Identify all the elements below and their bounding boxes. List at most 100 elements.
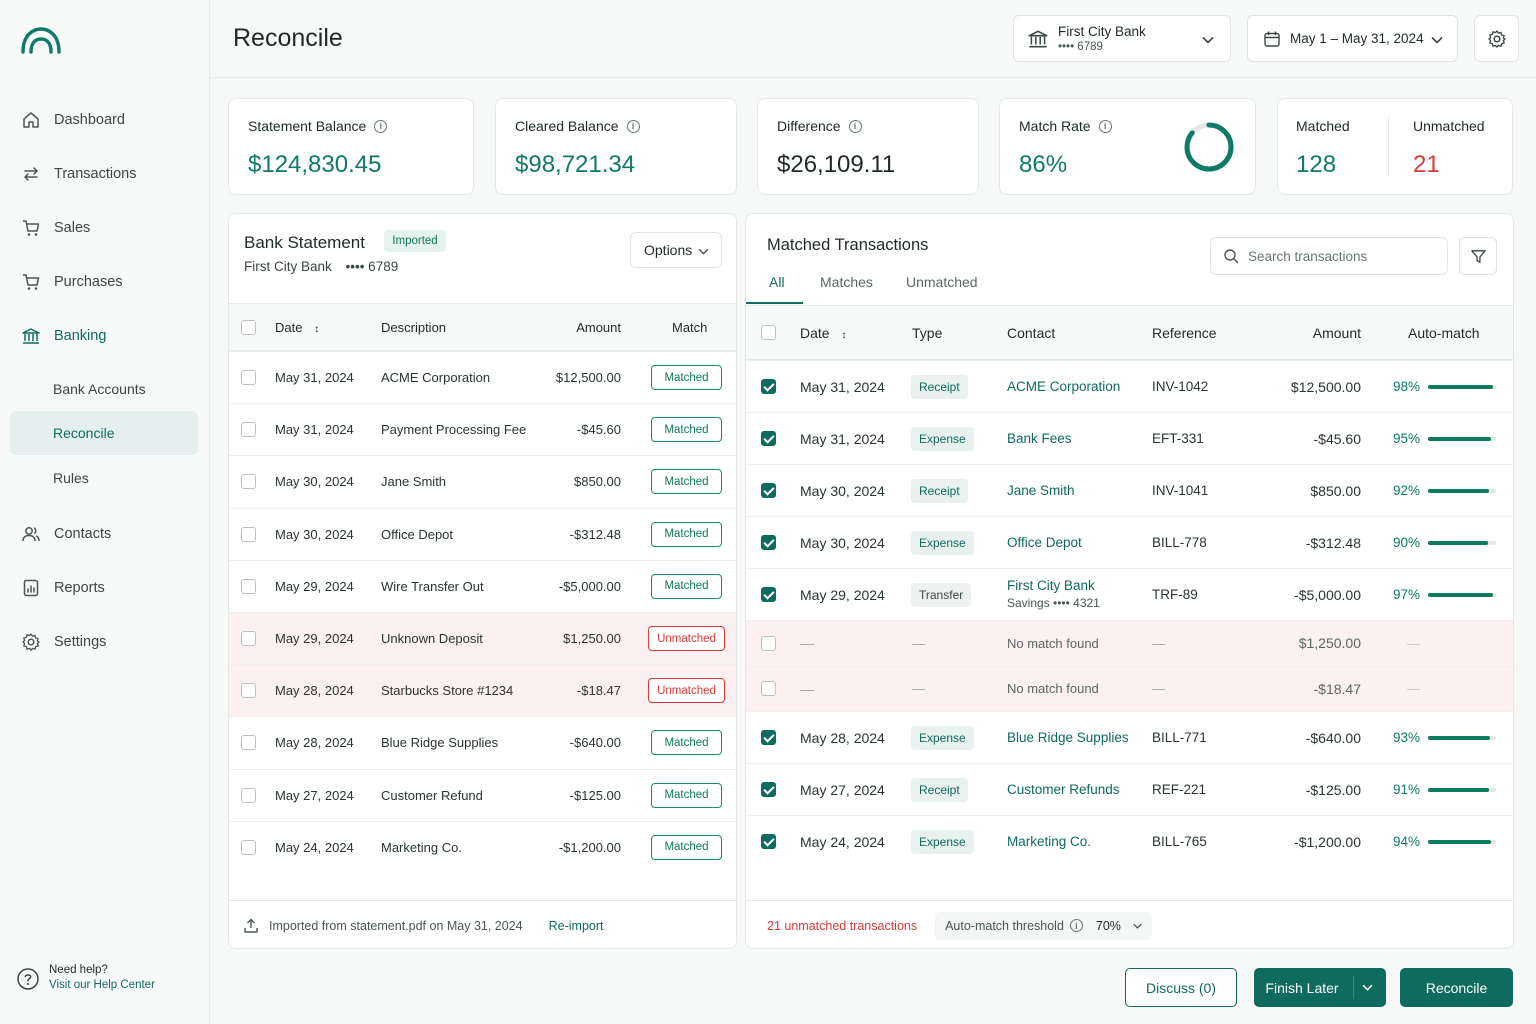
sidebar-item-sales[interactable]: Sales xyxy=(10,208,198,248)
table-row[interactable]: — — No match found — -$18.47 — xyxy=(746,665,1513,711)
info-icon[interactable]: i xyxy=(626,119,640,133)
search-input[interactable]: Search transactions xyxy=(1210,237,1448,275)
row-checkbox[interactable] xyxy=(241,735,256,751)
row-checkbox[interactable] xyxy=(761,834,776,849)
row-checkbox[interactable] xyxy=(761,483,776,498)
sidebar-item-reports[interactable]: Reports xyxy=(10,568,198,608)
row-checkbox[interactable] xyxy=(761,782,776,797)
match-status-badge[interactable]: Unmatched xyxy=(648,678,725,704)
page-title: Reconcile xyxy=(233,24,343,52)
sidebar-item-banking[interactable]: Banking xyxy=(10,316,198,356)
match-status-badge[interactable]: Matched xyxy=(651,573,722,599)
table-row[interactable]: May 27, 2024 Receipt Customer Refunds REF-2… xyxy=(746,763,1513,815)
row-contact[interactable]: First City Bank xyxy=(1007,578,1095,593)
row-checkbox[interactable] xyxy=(761,535,776,550)
row-contact[interactable]: Blue Ridge Supplies xyxy=(1007,730,1129,745)
row-checkbox[interactable] xyxy=(241,422,256,438)
type-badge: Receipt xyxy=(911,375,968,399)
row-contact[interactable]: Office Depot xyxy=(1007,535,1082,550)
row-contact[interactable]: Jane Smith xyxy=(1007,483,1075,498)
account-select[interactable]: First City Bank •••• 6789 xyxy=(1013,15,1231,62)
table-row[interactable]: May 30, 2024 Office Depot -$312.48 Matched xyxy=(229,507,736,560)
tab-matches[interactable]: Matches xyxy=(820,274,873,290)
table-row[interactable]: May 29, 2024 Wire Transfer Out -$5,000.00 M… xyxy=(229,559,736,612)
sidebar-item-dashboard[interactable]: Dashboard xyxy=(10,100,198,140)
table-row[interactable]: May 31, 2024 Expense Bank Fees EFT-331 -$45.… xyxy=(746,412,1513,464)
table-row[interactable]: May 27, 2024 Customer Refund -$125.00 Match… xyxy=(229,768,736,821)
settings-button[interactable] xyxy=(1474,15,1519,62)
table-row[interactable]: May 24, 2024 Expense Marketing Co. BILL-765… xyxy=(746,815,1513,867)
sidebar-item-contacts[interactable]: Contacts xyxy=(10,514,198,554)
row-checkbox[interactable] xyxy=(241,683,256,699)
table-row[interactable]: May 24, 2024 Marketing Co. -$1,200.00 Match… xyxy=(229,820,736,873)
row-checkbox[interactable] xyxy=(241,787,256,803)
table-row[interactable]: May 30, 2024 Expense Office Depot BILL-778 -… xyxy=(746,516,1513,568)
match-status-badge[interactable]: Matched xyxy=(651,834,722,860)
match-status-badge[interactable]: Matched xyxy=(651,782,722,808)
match-status-badge[interactable]: Unmatched xyxy=(648,626,725,651)
row-checkbox[interactable] xyxy=(761,681,776,697)
row-checkbox[interactable] xyxy=(761,587,776,602)
discuss-button[interactable]: Discuss (0) xyxy=(1125,968,1237,1007)
row-checkbox[interactable] xyxy=(761,730,776,745)
match-status-badge[interactable]: Matched xyxy=(651,365,722,390)
table-row[interactable]: May 29, 2024 Unknown Deposit $1,250.00 Unma… xyxy=(229,612,736,664)
row-checkbox[interactable] xyxy=(241,578,256,594)
table-row[interactable]: May 28, 2024 Starbucks Store #1234 -$18.47… xyxy=(229,664,736,717)
row-contact[interactable]: ACME Corporation xyxy=(1007,379,1121,394)
row-checkbox[interactable] xyxy=(241,631,256,646)
match-status-badge[interactable]: Matched xyxy=(651,469,722,495)
reconcile-button[interactable]: Reconcile xyxy=(1400,968,1513,1007)
row-checkbox[interactable] xyxy=(761,635,776,651)
row-checkbox[interactable] xyxy=(241,526,256,542)
row-contact[interactable]: Marketing Co. xyxy=(1007,834,1092,849)
sidebar-item-purchases[interactable]: Purchases xyxy=(10,262,198,302)
auto-match-threshold-select[interactable]: Auto-match threshold i 70% xyxy=(935,911,1152,940)
chevron-down-icon[interactable] xyxy=(1362,984,1373,991)
table-row[interactable]: May 28, 2024 Expense Blue Ridge Supplies BI… xyxy=(746,711,1513,763)
match-status-badge[interactable]: Matched xyxy=(651,417,722,443)
tab-all[interactable]: All xyxy=(769,274,785,290)
row-checkbox[interactable] xyxy=(761,379,776,394)
row-checkbox[interactable] xyxy=(241,839,256,855)
select-all-checkbox[interactable] xyxy=(761,325,776,340)
app-logo[interactable] xyxy=(20,26,62,56)
table-row[interactable]: — — No match found — $1,250.00 — xyxy=(746,620,1513,666)
row-checkbox[interactable] xyxy=(241,474,256,490)
date-column-header[interactable]: Date ↕ xyxy=(275,320,319,335)
table-row[interactable]: May 31, 2024 Payment Processing Fee -$45.6… xyxy=(229,403,736,455)
reimport-link[interactable]: Re-import xyxy=(548,918,604,933)
table-row[interactable]: May 29, 2024 Transfer First City Bank Savin… xyxy=(746,568,1513,620)
row-reference: INV-1041 xyxy=(1152,483,1209,498)
info-icon[interactable]: i xyxy=(374,119,388,133)
match-status-badge[interactable]: Matched xyxy=(651,730,722,756)
row-contact[interactable]: Customer Refunds xyxy=(1007,782,1120,797)
row-reference: BILL-778 xyxy=(1152,535,1207,550)
date-range-select[interactable]: May 1 – May 31, 2024 xyxy=(1247,15,1458,62)
sidebar-subitem-rules[interactable]: Rules xyxy=(10,456,198,500)
row-checkbox[interactable] xyxy=(761,431,776,446)
row-contact[interactable]: Bank Fees xyxy=(1007,431,1072,446)
filter-button[interactable] xyxy=(1459,237,1497,275)
table-row[interactable]: May 31, 2024 Receipt ACME Corporation INV-1… xyxy=(746,360,1513,412)
match-status-badge[interactable]: Matched xyxy=(651,521,722,547)
select-all-checkbox[interactable] xyxy=(241,319,256,335)
table-row[interactable]: May 28, 2024 Blue Ridge Supplies -$640.00 M… xyxy=(229,716,736,768)
date-column-header[interactable]: Date ↕ xyxy=(800,325,846,341)
row-date: May 30, 2024 xyxy=(275,526,354,542)
sidebar-item-transactions[interactable]: Transactions xyxy=(10,154,198,194)
info-icon[interactable]: i xyxy=(848,119,862,133)
tab-unmatched[interactable]: Unmatched xyxy=(906,274,978,290)
sidebar-subitem-bank-accounts[interactable]: Bank Accounts xyxy=(10,367,198,411)
table-row[interactable]: May 30, 2024 Jane Smith $850.00 Matched xyxy=(229,455,736,507)
table-row[interactable]: May 30, 2024 Receipt Jane Smith INV-1041 $85… xyxy=(746,464,1513,516)
row-checkbox[interactable] xyxy=(241,370,256,385)
sidebar-subitem-reconcile[interactable]: Reconcile xyxy=(10,411,198,455)
info-icon[interactable]: i xyxy=(1069,919,1083,932)
sidebar-item-settings[interactable]: Settings xyxy=(10,622,198,662)
info-icon[interactable]: i xyxy=(1098,119,1112,133)
options-button[interactable]: Options xyxy=(630,232,722,268)
help-center-link[interactable]: Visit our Help Center xyxy=(49,979,155,991)
table-row[interactable]: May 31, 2024 ACME Corporation $12,500.00 Ma… xyxy=(229,351,736,403)
finish-later-button[interactable]: Finish Later xyxy=(1254,968,1386,1007)
